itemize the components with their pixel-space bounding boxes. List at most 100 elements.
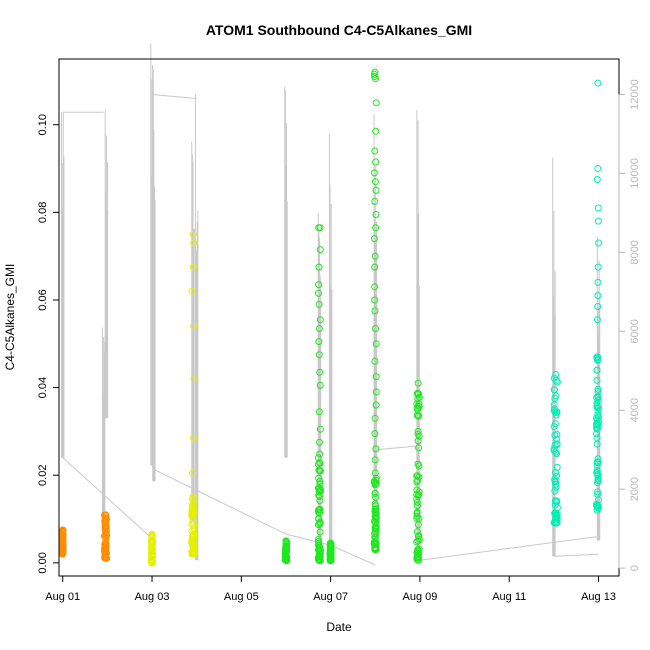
data-point — [315, 535, 322, 543]
data-point — [414, 379, 422, 387]
y-axis-title: C4-C5Alkanes_GMI — [3, 264, 17, 371]
data-point — [327, 539, 335, 547]
data-point — [316, 224, 324, 232]
data-point — [190, 524, 198, 532]
data-point — [316, 477, 324, 485]
data-point — [190, 322, 198, 330]
data-point — [188, 509, 196, 517]
data-point — [370, 70, 378, 78]
data-point — [188, 287, 196, 295]
data-point — [413, 472, 421, 480]
secondary-y-axis: 0 2000 4000 6000 8000 10000 12000 — [618, 79, 641, 571]
data-point — [551, 487, 559, 495]
data-point — [315, 289, 322, 297]
data-point — [371, 296, 379, 304]
data-point — [148, 550, 156, 558]
data-point — [413, 495, 421, 503]
y2-tick-label: 8000 — [629, 240, 641, 264]
data-point — [594, 455, 602, 463]
data-point — [371, 481, 379, 488]
data-point — [552, 478, 560, 486]
data-point — [316, 528, 324, 536]
data-point — [315, 539, 323, 547]
data-point — [594, 204, 602, 212]
data-point — [315, 484, 322, 492]
data-point — [327, 557, 335, 564]
data-point — [594, 488, 601, 496]
data-point — [593, 503, 601, 511]
data-point — [594, 278, 602, 286]
data-point — [415, 515, 423, 523]
y2-tick-label: 2000 — [629, 477, 641, 501]
data-point — [372, 325, 379, 332]
data-point — [594, 263, 602, 271]
data-point — [316, 459, 324, 467]
data-point — [102, 511, 109, 519]
data-point — [326, 553, 334, 561]
data-point — [594, 477, 602, 485]
data-point — [594, 217, 602, 225]
data-point — [552, 480, 559, 488]
data-point — [370, 169, 378, 177]
data-point — [189, 532, 197, 540]
data-point — [316, 450, 324, 458]
data-point — [316, 544, 324, 552]
data-point — [594, 411, 602, 419]
data-point — [413, 508, 421, 516]
data-point — [189, 230, 197, 238]
data-point — [552, 511, 560, 519]
data-point — [593, 434, 601, 442]
y-tick-label: 0.06 — [37, 289, 49, 310]
data-point — [372, 506, 380, 513]
data-point — [415, 554, 422, 562]
secondary-line-connector — [375, 445, 420, 451]
data-point — [315, 338, 323, 346]
data-point — [371, 197, 379, 205]
y-tick-label: 0.08 — [37, 202, 49, 223]
data-point — [190, 545, 198, 553]
data-point — [190, 548, 198, 556]
data-point — [414, 528, 421, 536]
data-point — [148, 559, 156, 567]
data-point — [594, 353, 602, 361]
data-point — [594, 79, 602, 87]
data-point — [551, 501, 559, 509]
chart-title: ATOM1 Southbound C4-C5Alkanes_GMI — [206, 22, 472, 38]
data-point — [371, 147, 379, 155]
data-point — [372, 99, 380, 107]
data-point — [371, 414, 379, 422]
data-point — [315, 263, 323, 271]
data-point — [413, 498, 421, 506]
x-tick-label: Aug 09 — [402, 591, 437, 603]
data-point — [414, 427, 422, 435]
data-point — [553, 440, 561, 448]
data-point — [594, 165, 602, 172]
data-point — [189, 493, 197, 501]
data-point — [315, 508, 322, 516]
y-axis: 0.00 0.02 0.04 0.06 0.08 0.10 — [37, 114, 60, 574]
data-point — [413, 491, 421, 498]
data-point — [371, 456, 379, 464]
data-point — [415, 535, 423, 543]
data-point — [550, 423, 558, 431]
data-point — [315, 351, 323, 359]
data-point — [594, 303, 602, 310]
data-point — [371, 430, 379, 438]
data-point — [282, 537, 290, 545]
data-point — [315, 408, 323, 416]
data-point — [593, 423, 601, 431]
data-point — [101, 549, 109, 557]
data-point — [415, 393, 423, 401]
data-point — [413, 400, 421, 408]
y2-tick-label: 4000 — [629, 398, 641, 422]
data-point — [552, 483, 560, 491]
data-point — [327, 549, 334, 556]
data-point — [594, 394, 602, 402]
x-tick-label: Aug 13 — [581, 591, 616, 603]
data-point — [316, 557, 324, 565]
data-point — [315, 281, 323, 289]
y2-tick-label: 0 — [629, 565, 641, 571]
data-point — [553, 463, 561, 471]
data-point — [414, 437, 422, 445]
